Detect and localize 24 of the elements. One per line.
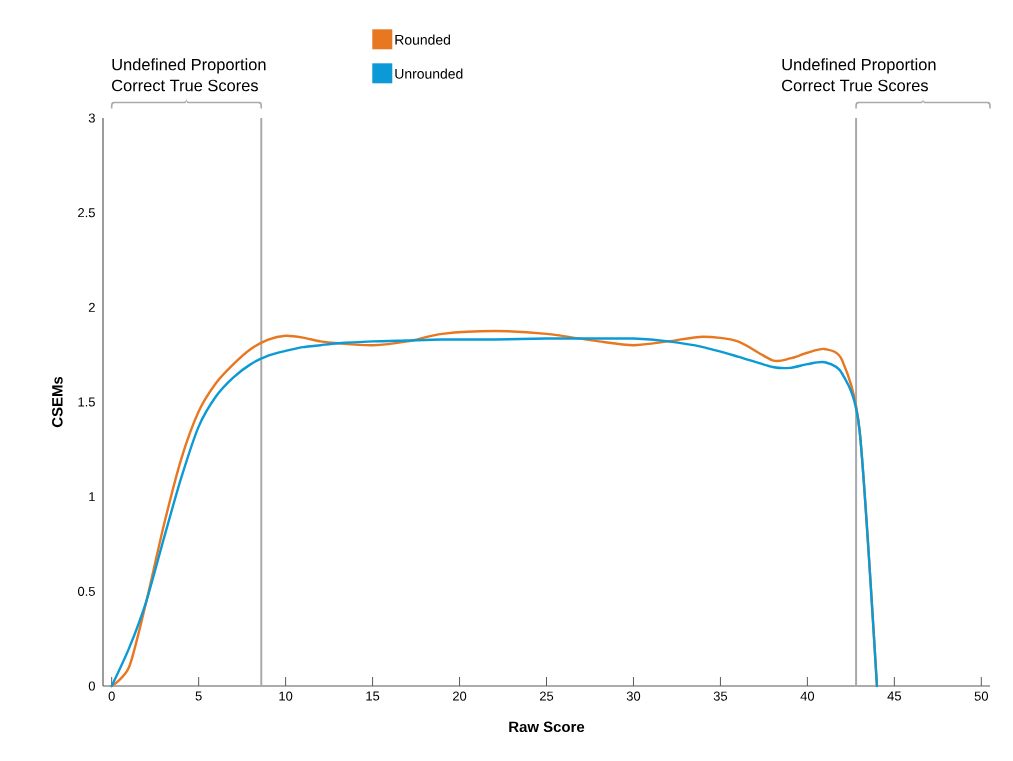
- x-tick-label: 40: [800, 691, 815, 701]
- x-axis-title: Raw Score: [509, 721, 585, 733]
- y-tick-label: 1: [89, 492, 95, 502]
- y-tick-label: 0: [88, 681, 95, 691]
- x-tick-label: 30: [626, 691, 641, 701]
- y-tick-label: 0.5: [77, 586, 95, 596]
- x-tick-label: 5: [195, 691, 202, 701]
- y-tick-label: 1.5: [78, 397, 95, 407]
- y-axis-title: CSEMs: [52, 376, 63, 428]
- y-tick-label: 2: [88, 302, 95, 312]
- x-tick-label: 35: [713, 691, 728, 701]
- text: Undefined Proportion Correct True Scores: [112, 58, 266, 92]
- legend-label: Rounded: [395, 34, 450, 45]
- y-tick-label: 3: [88, 113, 95, 123]
- y-tick-label: 2.5: [78, 208, 95, 218]
- x-tick-label: 10: [279, 691, 293, 701]
- legend-label: Unrounded: [395, 68, 463, 79]
- x-tick-label: 20: [453, 691, 467, 701]
- x-tick-label: 50: [974, 691, 989, 701]
- x-tick-label: 45: [887, 691, 901, 701]
- x-tick-label: 0: [108, 691, 115, 701]
- x-tick-label: 25: [539, 691, 554, 701]
- x-tick-label: 15: [366, 691, 380, 701]
- text: Undefined Proportion Correct True Scores: [782, 58, 936, 92]
